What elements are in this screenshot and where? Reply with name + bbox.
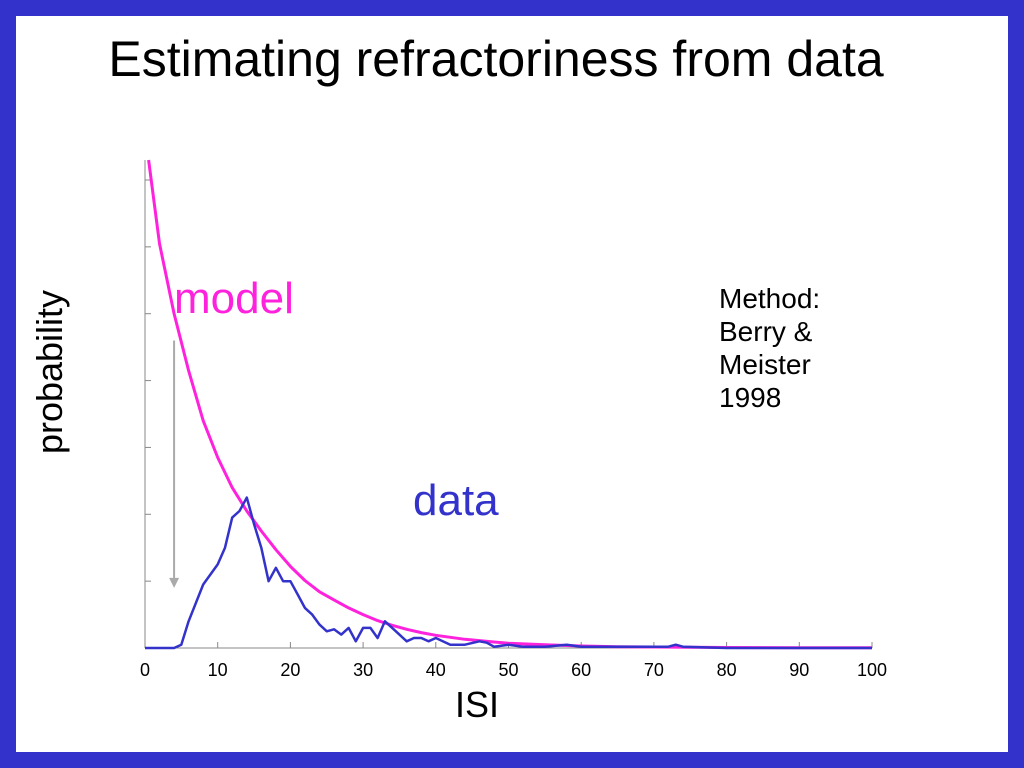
- method-line: 1998: [719, 382, 782, 413]
- method-line: Berry &: [719, 316, 813, 347]
- x-tick-label: 100: [857, 660, 887, 680]
- method-line: Meister: [719, 349, 811, 380]
- x-tick-label: 60: [571, 660, 591, 680]
- x-tick-label: 10: [208, 660, 228, 680]
- chart-tick-labels: 0 10 20 30 40 50 60 70 80 90 100: [140, 660, 887, 680]
- x-tick-label: 40: [426, 660, 446, 680]
- series-line-data: [145, 496, 872, 650]
- x-tick-label: 0: [140, 660, 150, 680]
- x-tick-label: 80: [717, 660, 737, 680]
- x-tick-label: 90: [789, 660, 809, 680]
- arrow-head: [169, 577, 180, 588]
- x-tick-label: 50: [498, 660, 518, 680]
- data-annotation: data: [413, 476, 499, 525]
- x-tick-label: 20: [280, 660, 300, 680]
- slide-title: Estimating refractoriness from data: [108, 31, 884, 87]
- refractory-arrow: [169, 340, 180, 588]
- model-annotation: model: [174, 274, 294, 323]
- x-tick-label: 70: [644, 660, 664, 680]
- chart-series: [145, 159, 873, 650]
- y-axis-label: probability: [29, 289, 70, 455]
- x-tick-label: 30: [353, 660, 373, 680]
- slide-frame: [16, 16, 1008, 752]
- method-citation: Method: Berry & Meister 1998: [719, 282, 820, 414]
- method-line: Method:: [719, 283, 821, 314]
- x-axis-label: ISI: [455, 684, 500, 725]
